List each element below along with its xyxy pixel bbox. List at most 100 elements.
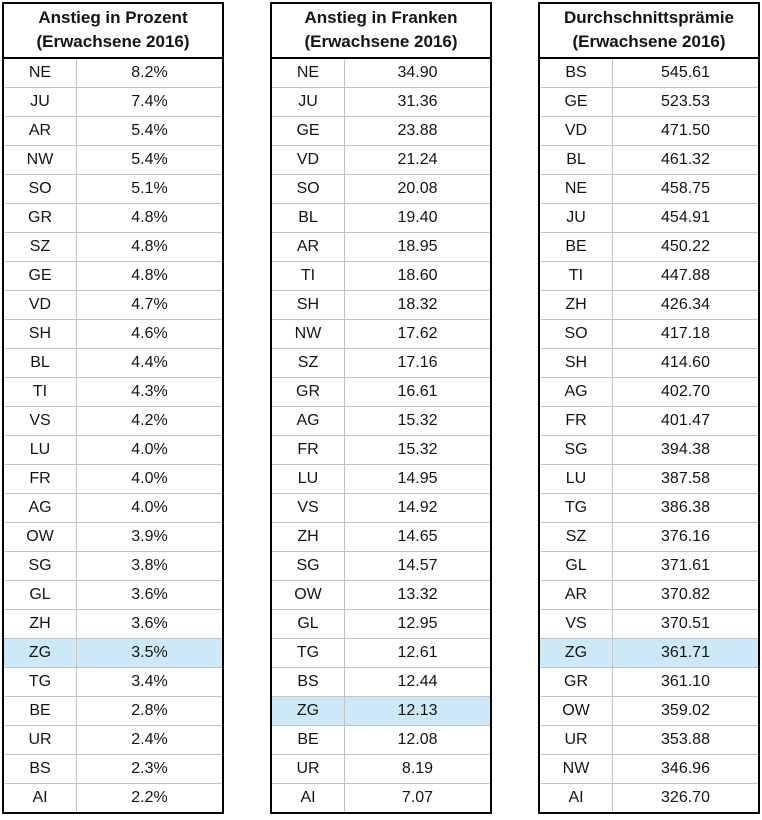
table-row: SH 414.60 [540,348,758,377]
table-row: OW 359.02 [540,696,758,725]
canton-cell: JU [272,88,345,116]
canton-cell: AI [540,784,613,812]
value-cell: 14.92 [397,499,438,516]
value-cell: 8.19 [401,760,434,777]
value-cell: 394.38 [661,441,710,458]
value-cell: 15.32 [397,441,438,458]
value-cell: 12.13 [397,702,438,719]
table-title: Anstieg in Franken (Erwachsene 2016) [272,4,490,59]
canton-cell: TG [272,639,345,667]
canton-cell: BL [540,146,613,174]
value-cell: 4.0% [131,470,168,487]
value-cell: 13.32 [397,586,438,603]
table-row: TG 3.4% [4,667,222,696]
canton-cell: TG [4,668,77,696]
canton-cell: SG [4,552,77,580]
table-row: LU 387.58 [540,464,758,493]
value-cell: 370.51 [661,615,710,632]
value-cell: 18.60 [397,267,438,284]
value-cell: 2.2% [131,789,168,806]
value-cell: 17.16 [397,354,438,371]
table-row-highlighted: ZG 361.71 [540,638,758,667]
canton-cell: SO [4,175,77,203]
table-row-highlighted: ZG 3.5% [4,638,222,667]
canton-cell: ZG [540,639,613,667]
value-cell: 4.7% [131,296,168,313]
value-cell: 14.65 [397,528,438,545]
canton-cell: VD [4,291,77,319]
canton-cell: TG [540,494,613,522]
table-row: AR 5.4% [4,116,222,145]
canton-cell: AR [540,581,613,609]
value-cell: 545.61 [661,64,710,81]
table-row: ZH 426.34 [540,290,758,319]
canton-cell: SH [540,349,613,377]
value-cell: 20.08 [397,180,438,197]
table-row: UR 8.19 [272,754,490,783]
canton-cell: OW [4,523,77,551]
table-row: AI 7.07 [272,783,490,812]
value-cell: 21.24 [397,151,438,168]
table-title-line2: (Erwachsene 2016) [36,32,190,51]
table-row: VD 471.50 [540,116,758,145]
canton-cell: SH [4,320,77,348]
value-cell: 4.8% [131,267,168,284]
value-cell: 5.1% [131,180,168,197]
table-row: VS 4.2% [4,406,222,435]
value-cell: 7.07 [401,789,434,806]
table-row: FR 4.0% [4,464,222,493]
value-cell: 34.90 [397,64,438,81]
canton-cell: SZ [272,349,345,377]
table-row: TG 12.61 [272,638,490,667]
canton-cell: GR [272,378,345,406]
table-anstieg-prozent: Anstieg in Prozent (Erwachsene 2016) NE 8… [2,2,224,814]
canton-cell: BE [272,726,345,754]
canton-cell: LU [540,465,613,493]
value-cell: 8.2% [131,64,168,81]
canton-cell: GL [272,610,345,638]
canton-cell: GE [4,262,77,290]
canton-cell: SO [272,175,345,203]
canton-cell: UR [272,755,345,783]
canton-cell: SG [540,436,613,464]
table-row: NW 5.4% [4,145,222,174]
table-row: UR 353.88 [540,725,758,754]
table-row: LU 4.0% [4,435,222,464]
canton-cell: UR [4,726,77,754]
canton-cell: JU [4,88,77,116]
canton-cell: VS [4,407,77,435]
table-body: BS 545.61 GE 523.53 VD 471.50 BL 461.32 NE 458.75… [540,59,758,812]
canton-cell: SZ [4,233,77,261]
table-row: SZ 4.8% [4,232,222,261]
canton-cell: BE [4,697,77,725]
canton-cell: AG [540,378,613,406]
table-title-line1: Durchschnittsprämie [563,8,735,27]
value-cell: 353.88 [661,731,710,748]
canton-cell: SG [272,552,345,580]
table-row: NE 34.90 [272,59,490,87]
table-row: TI 447.88 [540,261,758,290]
value-cell: 5.4% [131,151,168,168]
table-row: BS 2.3% [4,754,222,783]
canton-cell: AG [272,407,345,435]
canton-cell: GE [272,117,345,145]
table-row: TG 386.38 [540,493,758,522]
table-row: LU 14.95 [272,464,490,493]
table-row: GE 523.53 [540,87,758,116]
canton-cell: ZH [4,610,77,638]
canton-cell: VD [540,117,613,145]
table-title: Anstieg in Prozent (Erwachsene 2016) [4,4,222,59]
value-cell: 18.95 [397,238,438,255]
table-row: BS 12.44 [272,667,490,696]
table-row: AG 15.32 [272,406,490,435]
value-cell: 361.10 [661,673,710,690]
canton-cell: TI [4,378,77,406]
table-row: FR 15.32 [272,435,490,464]
value-cell: 387.58 [661,470,710,487]
table-row: VD 21.24 [272,145,490,174]
value-cell: 3.6% [131,615,168,632]
table-row: BE 2.8% [4,696,222,725]
value-cell: 401.47 [661,412,710,429]
table-title-line2: (Erwachsene 2016) [304,32,458,51]
table-row: AI 2.2% [4,783,222,812]
